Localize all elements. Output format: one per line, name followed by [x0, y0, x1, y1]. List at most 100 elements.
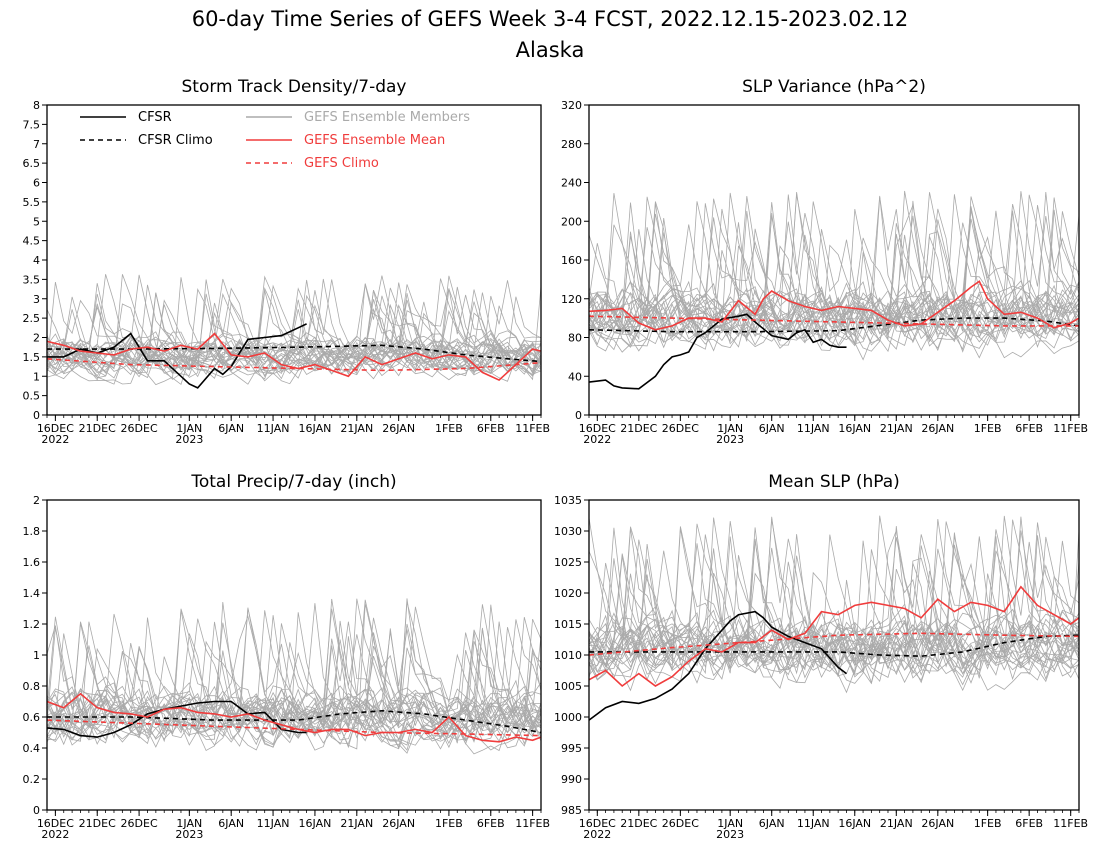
x-tick-label: 11JAN [797, 817, 830, 830]
series-cfsr-climo [588, 317, 1080, 333]
y-axis: 0 0.2 0.4 0.6 0.8 1 1.2 1.4 1.6 1.8 2 [23, 494, 47, 817]
series-gefs-ensemble-mean [588, 585, 1080, 688]
y-tick-label: 4.5 [23, 235, 41, 248]
y-tick-label: 280 [561, 138, 582, 151]
member-line [46, 656, 542, 751]
series-gefs-climo [588, 632, 1080, 656]
y-tick-label: 0 [33, 804, 40, 817]
y-axis: 985 990 995 1000 1005 1010 1015 1020 1025 1030 103… [554, 494, 589, 817]
figure-subtitle: Alaska [516, 38, 585, 62]
ensemble-members [46, 598, 542, 755]
y-tick-label: 6.5 [23, 157, 41, 170]
member-line [46, 287, 542, 377]
y-tick-label: 5.5 [23, 196, 41, 209]
x-tick-label: 1FEB [435, 817, 463, 830]
member-line [588, 521, 1080, 692]
x-tick-label: 21JAN [340, 422, 373, 435]
plot-frame [588, 104, 1080, 416]
member-line [588, 519, 1080, 679]
series-cfsr [46, 700, 307, 738]
y-tick-label: 1.8 [23, 525, 41, 538]
member-line [46, 601, 542, 750]
series-cfsr-climo [47, 344, 542, 363]
panel-title: Mean SLP (hPa) [768, 472, 900, 492]
member-line [588, 619, 1080, 680]
panel-3: Total Precip/7-day (inch)00.20.40.60.811… [23, 472, 551, 841]
x-tick-label: 16JAN [838, 422, 871, 435]
y-axis: 0 0.5 1 1.5 2 2.5 3 3.5 4 4.5 5 5.5 6 6.5 7 7.5 8 [23, 99, 47, 422]
member-line [46, 599, 542, 740]
y-tick-label: 0.2 [23, 773, 41, 786]
member-line [588, 534, 1080, 666]
member-line [588, 290, 1080, 359]
legend-label: GEFS Ensemble Members [304, 110, 470, 125]
ensemble-members [588, 190, 1080, 361]
member-line [46, 275, 542, 377]
member-line [588, 194, 1080, 347]
x-tick-label: 26JAN [382, 422, 415, 435]
x-tick-label: 16DEC [37, 422, 74, 435]
member-line [588, 192, 1080, 340]
member-line [588, 537, 1080, 681]
y-tick-label: 200 [561, 215, 582, 228]
y-tick-label: 0 [575, 409, 582, 422]
y-tick-label: 1015 [554, 618, 582, 631]
figure-title: 60-day Time Series of GEFS Week 3-4 FCST… [192, 7, 909, 31]
x-tick-label: 16JAN [299, 422, 332, 435]
x-tick-label: 26DEC [121, 817, 158, 830]
series-gefs-ensemble-mean [588, 280, 1080, 331]
member-line [588, 558, 1080, 684]
x-tick-label: 11JAN [797, 422, 830, 435]
y-tick-label: 1.2 [23, 618, 41, 631]
series-gefs-ensemble-mean [46, 692, 542, 743]
x-tick-label: 6FEB [1015, 422, 1043, 435]
legend-label: CFSR Climo [138, 133, 213, 148]
y-tick-label: 0.6 [23, 711, 41, 724]
x-tick-label: 6JAN [218, 817, 244, 830]
x-tick-label: 1JAN [717, 817, 743, 830]
panel-1: Storm Track Density/7-day 0 0.5 1 1.5 2 2.5 3 3.… [23, 77, 551, 446]
x-tick-label: 1JAN [717, 422, 743, 435]
x-tick-label: 26DEC [662, 422, 699, 435]
y-tick-label: 7.5 [23, 118, 41, 131]
member-line [588, 517, 1080, 672]
member-line [588, 624, 1080, 684]
member-line [588, 210, 1080, 361]
y-tick-label: 5 [33, 215, 40, 228]
x-tick-label: 21DEC [620, 817, 657, 830]
x-tick-label: 1JAN [176, 422, 202, 435]
x-tick-label: 21JAN [880, 817, 913, 830]
x-tick-label: 6FEB [477, 817, 505, 830]
member-line [46, 608, 542, 751]
y-tick-label: 1.5 [23, 351, 41, 364]
panel-title: Total Precip/7-day (inch) [190, 472, 396, 492]
x-tick-label: 6JAN [759, 422, 785, 435]
panel-4: Mean SLP (hPa) 985 990 995 1000 1005 1010 1015 1… [554, 472, 1088, 841]
y-tick-label: 1.6 [23, 556, 41, 569]
y-tick-label: 120 [561, 293, 582, 306]
y-tick-label: 2.5 [23, 312, 41, 325]
y-tick-label: 985 [561, 804, 582, 817]
y-tick-label: 995 [561, 742, 582, 755]
x-tick-year: 2023 [175, 433, 203, 446]
ensemble-members [588, 515, 1080, 694]
y-tick-label: 3.5 [23, 273, 41, 286]
x-tick-label: 16JAN [299, 817, 332, 830]
member-line [46, 598, 542, 746]
x-tick-label: 1FEB [974, 422, 1002, 435]
y-tick-label: 0.5 [23, 390, 41, 403]
y-tick-label: 0.4 [23, 742, 41, 755]
x-tick-label: 16DEC [37, 817, 74, 830]
x-tick-label: 6JAN [759, 817, 785, 830]
member-line [588, 530, 1080, 683]
y-tick-label: 40 [568, 370, 582, 383]
x-tick-label: 16DEC [579, 422, 616, 435]
y-tick-label: 160 [561, 254, 582, 267]
y-tick-label: 3 [33, 293, 40, 306]
x-tick-label: 1FEB [435, 422, 463, 435]
x-tick-label: 26JAN [921, 422, 954, 435]
